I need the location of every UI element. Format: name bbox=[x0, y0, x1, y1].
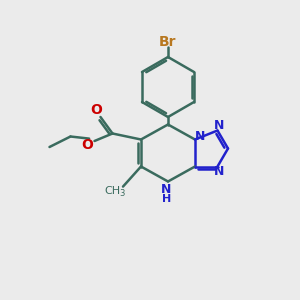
Text: N: N bbox=[195, 130, 206, 143]
Text: N: N bbox=[214, 119, 224, 132]
Text: N: N bbox=[214, 165, 224, 178]
Text: O: O bbox=[90, 103, 102, 117]
Text: CH: CH bbox=[104, 186, 121, 197]
Text: 3: 3 bbox=[119, 189, 125, 198]
Text: H: H bbox=[162, 194, 171, 204]
Text: O: O bbox=[81, 138, 93, 152]
Text: N: N bbox=[161, 183, 172, 196]
Text: Br: Br bbox=[159, 35, 177, 49]
